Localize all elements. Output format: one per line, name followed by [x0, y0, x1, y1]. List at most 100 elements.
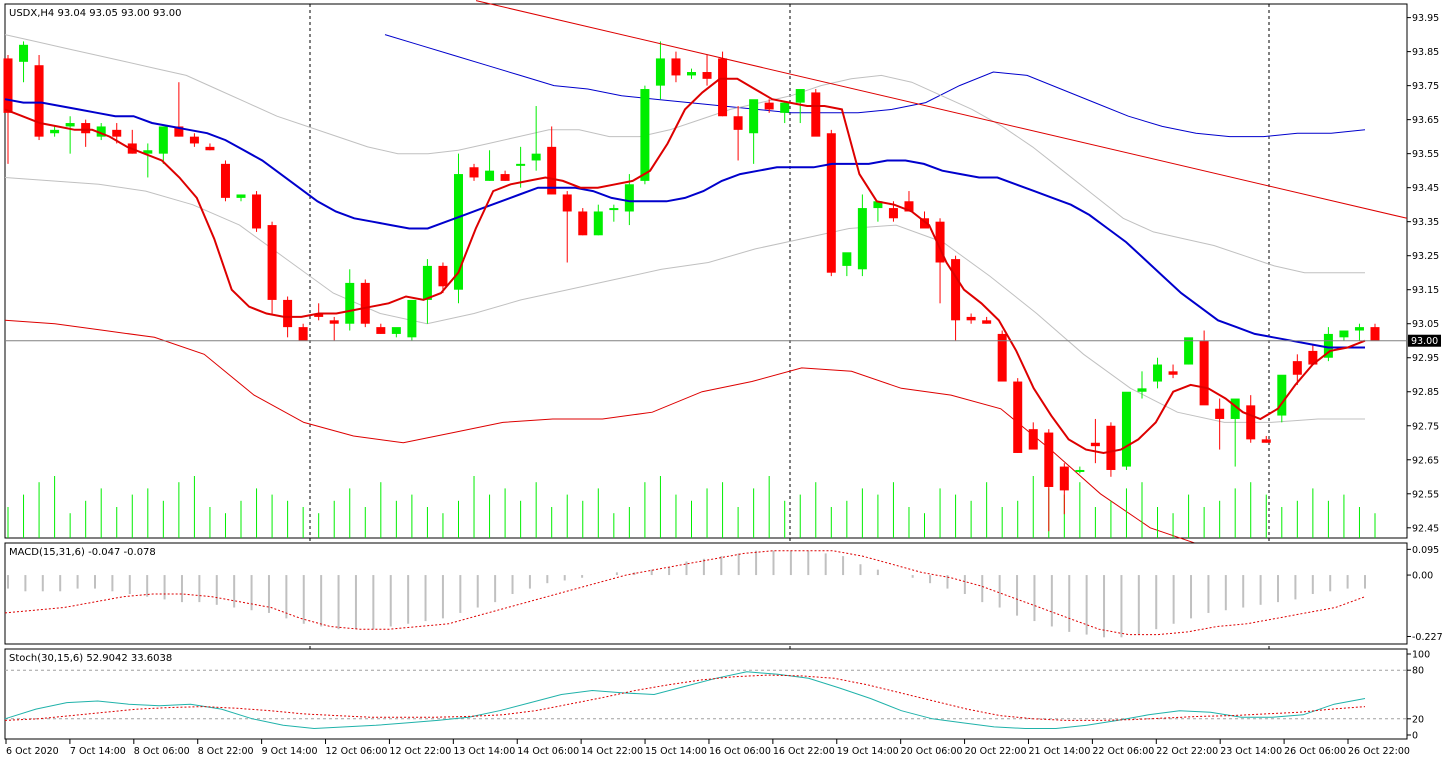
- bear-candle: [1013, 381, 1023, 453]
- bear-candle: [764, 102, 774, 110]
- price-tick-label: 92.55: [1412, 489, 1439, 500]
- bull-candle: [1153, 364, 1163, 382]
- time-tick-label: 12 Oct 06:00: [326, 746, 388, 757]
- price-tick-label: 92.85: [1412, 387, 1439, 398]
- downtrend-line: [475, 0, 1408, 219]
- bear-candle: [469, 167, 479, 178]
- bear-candle: [1059, 466, 1069, 491]
- envelope-bands: [4, 34, 1366, 546]
- bull-candle: [158, 126, 168, 154]
- current-price-badge: [1408, 334, 1441, 347]
- macd-tick-label: 0.095: [1412, 545, 1439, 556]
- bear-candle: [376, 327, 386, 334]
- bear-candle: [920, 218, 930, 229]
- bear-candle: [935, 221, 945, 263]
- bear-candle: [1044, 432, 1054, 487]
- price-tick-label: 93.95: [1412, 13, 1439, 24]
- bear-candle: [189, 136, 199, 144]
- symbol-info: USDX,H4 93.04 93.05 93.00 93.00: [9, 8, 182, 19]
- bull-candle: [1354, 327, 1364, 331]
- time-tick-label: 26 Oct 06:00: [1284, 746, 1346, 757]
- candlesticks[interactable]: [3, 41, 1380, 532]
- price-pane[interactable]: USDX,H4 93.04 93.05 93.00 93.00: [3, 0, 1408, 739]
- macd-histogram: [7, 550, 1366, 638]
- bull-candle: [1230, 398, 1240, 419]
- time-tick-label: 15 Oct 14:00: [645, 746, 707, 757]
- macd-tick-label: -0.227: [1412, 632, 1442, 643]
- bear-candle: [547, 146, 557, 195]
- bear-candle: [951, 259, 961, 321]
- bear-candle: [1308, 350, 1318, 365]
- bear-candle: [329, 320, 339, 324]
- time-tick-label: 23 Oct 14:00: [1220, 746, 1282, 757]
- time-tick-label: 16 Oct 06:00: [709, 746, 771, 757]
- time-tick-label: 13 Oct 14:00: [453, 746, 515, 757]
- time-tick-label: 6 Oct 2020: [6, 746, 59, 757]
- price-tick-label: 92.75: [1412, 421, 1439, 432]
- bear-candle: [718, 58, 728, 117]
- current-price-label: 93.00: [1411, 336, 1438, 347]
- bear-candle: [982, 320, 992, 324]
- stoch-tick-label: 100: [1412, 650, 1430, 661]
- bull-candle: [1137, 388, 1147, 392]
- time-tick-label: 9 Oct 14:00: [262, 746, 318, 757]
- trendline[interactable]: [475, 0, 1408, 219]
- bull-candle: [50, 129, 60, 134]
- price-tick-label: 93.65: [1412, 115, 1439, 126]
- moving-averages: [4, 77, 1366, 455]
- price-tick-label: 92.45: [1412, 523, 1439, 534]
- bear-candle: [438, 265, 448, 287]
- time-tick-label: 16 Oct 22:00: [773, 746, 835, 757]
- volume-bars: [7, 476, 1376, 538]
- bear-candle: [1090, 442, 1100, 447]
- bear-candle: [1292, 361, 1302, 375]
- bear-candle: [811, 92, 821, 137]
- time-tick-label: 14 Oct 22:00: [581, 746, 643, 757]
- bull-candle: [749, 99, 759, 134]
- price-axis: 93.95 93.85 93.75 93.65 93.55 93.45 93.35 93.25…: [1407, 13, 1441, 534]
- macd-pane[interactable]: MACD(15,31,6) -0.047 -0.078: [4, 542, 1408, 645]
- bull-candle: [485, 170, 495, 181]
- time-tick-label: 7 Oct 14:00: [70, 746, 126, 757]
- bull-candle: [842, 252, 852, 266]
- stoch-lines: [4, 671, 1366, 730]
- bear-candle: [1370, 327, 1380, 341]
- stoch-tick-label: 80: [1412, 666, 1424, 677]
- bear-candle: [562, 194, 572, 212]
- bull-candle: [19, 44, 29, 62]
- bull-candle: [1323, 333, 1333, 358]
- lower-outer-band-line: [4, 319, 1201, 546]
- bull-candle: [236, 194, 246, 198]
- bull-candle: [873, 201, 883, 209]
- bear-candle: [826, 133, 836, 273]
- macd-label: MACD(15,31,6) -0.047 -0.078: [9, 547, 156, 558]
- price-tick-label: 93.55: [1412, 149, 1439, 160]
- bear-candle: [733, 116, 743, 130]
- bear-candle: [252, 194, 262, 229]
- stoch-axis: 100 80 20 0: [1407, 650, 1430, 742]
- bull-candle: [422, 265, 432, 300]
- bear-candle: [360, 282, 370, 324]
- bear-candle: [1028, 429, 1038, 450]
- time-axis: 6 Oct 2020 7 Oct 14:00 8 Oct 06:00 8 Oct 22…: [5, 739, 1410, 757]
- bear-candle: [205, 146, 215, 151]
- upper-band-line: [4, 34, 1365, 274]
- bear-candle: [500, 174, 510, 181]
- stoch-pane[interactable]: Stoch(30,15,6) 52.9042 33.6038: [4, 648, 1408, 740]
- time-tick-label: 21 Oct 14:00: [1028, 746, 1090, 757]
- macd-tick-label: 0.00: [1412, 571, 1433, 582]
- bear-candle: [81, 123, 91, 134]
- price-tick-label: 93.85: [1412, 47, 1439, 58]
- bear-candle: [1106, 425, 1116, 470]
- bull-candle: [65, 123, 75, 127]
- time-tick-label: 22 Oct 06:00: [1092, 746, 1154, 757]
- stoch-label: Stoch(30,15,6) 52.9042 33.6038: [9, 653, 172, 664]
- price-tick-label: 92.65: [1412, 455, 1439, 466]
- time-tick-label: 20 Oct 22:00: [965, 746, 1027, 757]
- bull-candle: [143, 150, 153, 154]
- bear-candle: [578, 211, 588, 236]
- bull-candle: [391, 327, 401, 334]
- bull-candle: [1184, 337, 1194, 365]
- bull-candle: [1075, 469, 1085, 472]
